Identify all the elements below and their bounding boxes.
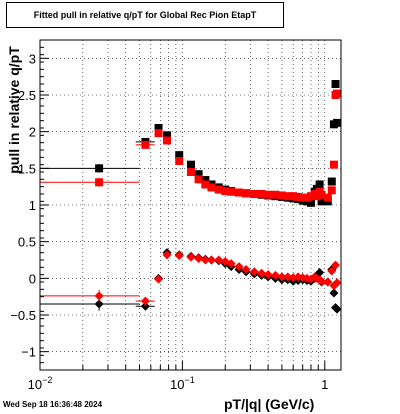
data-point-square — [264, 190, 273, 199]
data-point-diamond — [283, 272, 293, 282]
data-point-diamond — [249, 267, 259, 277]
y-tick-label: 2 — [29, 125, 36, 140]
y-tick-label: 0 — [29, 271, 36, 286]
data-point-square — [154, 124, 163, 132]
data-point-diamond — [241, 265, 251, 275]
data-point-square — [331, 80, 340, 88]
data-point-square — [323, 193, 332, 202]
data-point-diamond — [94, 299, 104, 309]
data-point-diamond — [332, 304, 342, 314]
data-point-square — [306, 198, 315, 207]
x-axis-label: pT/|q| (GeV/c) — [224, 396, 315, 412]
y-tick-label: 1.5 — [18, 161, 36, 176]
timestamp: Wed Sep 18 16:36:48 2024 — [3, 400, 103, 409]
data-point-square — [333, 89, 342, 98]
data-point-diamond — [331, 260, 341, 270]
x-tick-label-exponent: −2 — [42, 375, 52, 385]
x-tick-label-base: 10 — [170, 377, 184, 392]
y-tick-label: 0.5 — [18, 235, 36, 250]
data-point-diamond — [329, 288, 339, 298]
data-point-diamond — [214, 255, 224, 265]
chart-title-box: Fitted pull in relative q/pT for Global … — [6, 2, 284, 28]
data-point-square — [298, 193, 307, 202]
data-point-diamond — [263, 270, 273, 280]
data-point-square — [329, 160, 338, 169]
data-point-square — [317, 190, 326, 199]
data-point-diamond — [194, 254, 204, 264]
x-tick-label-base: 1 — [321, 377, 328, 392]
data-point-square — [250, 190, 259, 198]
data-point-square — [201, 180, 210, 189]
data-point-diamond — [174, 251, 184, 261]
data-point-square — [175, 151, 184, 160]
data-point-square — [227, 187, 236, 196]
data-point-diamond — [200, 255, 210, 265]
data-point-diamond — [332, 278, 342, 288]
data-point-diamond — [270, 270, 280, 280]
data-point-square — [207, 183, 216, 192]
data-point-diamond — [277, 272, 287, 282]
data-point-diamond — [327, 266, 337, 276]
data-point-diamond — [226, 259, 236, 269]
data-point-square — [283, 192, 292, 201]
x-tick-label-exponent: −1 — [184, 375, 194, 385]
data-point-square — [294, 192, 303, 201]
data-point-diamond — [317, 276, 327, 286]
data-point-square — [194, 175, 203, 184]
x-tick-label-base: 10 — [28, 377, 42, 392]
data-point-diamond — [94, 291, 104, 301]
data-point-diamond — [140, 296, 150, 306]
data-point-square — [289, 192, 298, 201]
data-point-square — [163, 136, 172, 145]
data-point-square — [154, 129, 163, 138]
data-point-square — [277, 191, 286, 200]
data-point-square — [242, 189, 251, 198]
data-point-diamond — [234, 262, 244, 272]
data-point-square — [175, 157, 184, 165]
y-tick-label: 1 — [29, 198, 36, 213]
data-point-diamond — [206, 255, 216, 265]
data-point-square — [317, 197, 326, 206]
y-tick-label: 3 — [29, 51, 36, 66]
data-point-square — [257, 190, 266, 198]
data-point-square — [95, 164, 104, 173]
data-point-diamond — [162, 250, 172, 260]
data-point-square — [187, 168, 196, 176]
data-point-diamond — [257, 268, 267, 278]
data-point-square — [194, 170, 203, 179]
x-tick-label: 10−1 — [170, 375, 195, 392]
y-tick-label: −1 — [21, 345, 36, 360]
data-point-diamond — [154, 274, 164, 284]
data-point-square — [214, 185, 223, 194]
data-point-square — [312, 192, 321, 201]
data-point-square — [163, 131, 172, 140]
data-point-square — [141, 140, 150, 149]
x-tick-label: 1 — [321, 377, 328, 392]
marker-layer — [40, 80, 342, 314]
data-point-square — [315, 180, 324, 189]
data-point-square — [333, 118, 342, 127]
data-point-square — [187, 160, 196, 169]
data-point-square — [327, 177, 336, 186]
data-point-square — [235, 188, 244, 197]
data-point-diamond — [323, 277, 333, 287]
data-point-square — [221, 187, 230, 196]
y-tick-label: 2.5 — [18, 88, 36, 103]
y-axis-label: pull in relative q/pT — [6, 46, 22, 174]
data-point-diamond — [140, 301, 150, 311]
data-point-square — [327, 186, 336, 195]
grid-layer — [39, 40, 341, 370]
plot-frame — [39, 39, 342, 371]
chart-title: Fitted pull in relative q/pT for Global … — [33, 10, 257, 20]
data-point-square — [271, 190, 280, 199]
y-tick-label: −0.5 — [10, 308, 36, 323]
x-tick-label: 10−2 — [28, 375, 53, 392]
data-point-diamond — [186, 252, 196, 262]
data-point-square — [201, 176, 210, 185]
data-point-square — [95, 178, 104, 187]
